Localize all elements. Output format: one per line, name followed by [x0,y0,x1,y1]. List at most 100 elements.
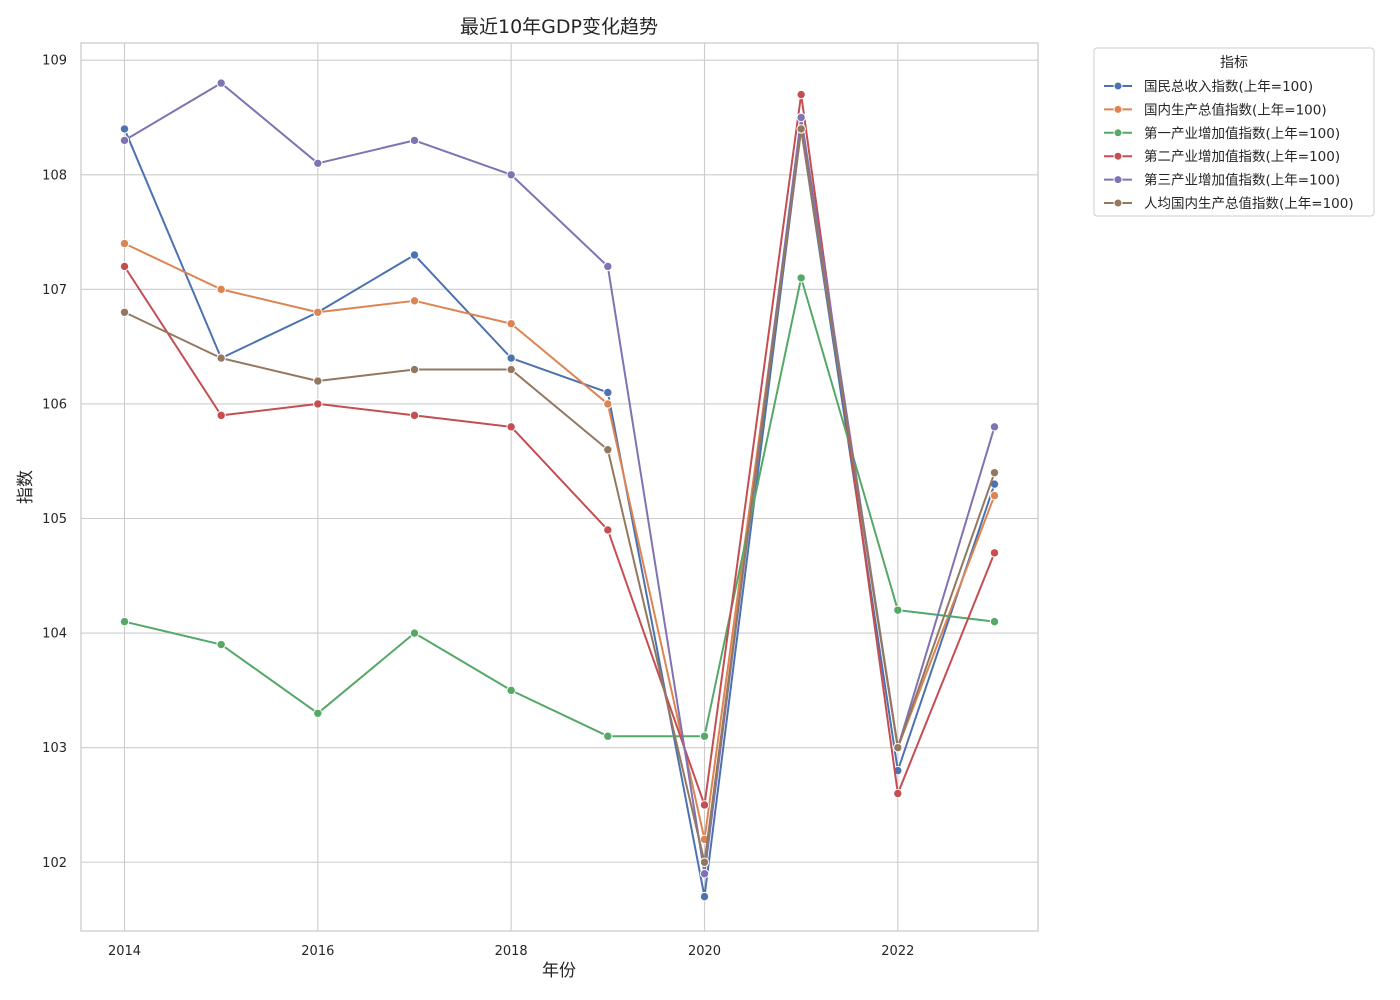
legend-title: 指标 [1220,55,1248,71]
data-point [699,731,710,741]
y-tick-label: 103 [42,741,67,756]
legend-entries: 国民总收入指数(上年=100) 国内生产总值指数(上年=100) 第一产业增加值指数… [1104,79,1354,212]
series-line [123,127,996,898]
data-point [313,158,323,169]
y-tick-label: 102 [42,856,67,871]
data-point [603,387,613,398]
legend-label: 国内生产总值指数(上年=100) [1144,102,1327,118]
plot-area [80,42,1039,932]
data-point [989,490,1000,501]
series-1 [119,124,1000,902]
legend-label: 国民总收入指数(上年=100) [1144,79,1313,95]
data-point [603,399,613,409]
data-point [409,135,420,146]
data-point [603,525,613,535]
data-point [313,708,323,718]
data-point [796,89,806,100]
grid [81,43,1038,931]
legend-frame [1093,47,1375,217]
data-point [506,685,516,696]
data-point [216,639,226,650]
data-point [699,891,710,902]
legend-label: 第一产业增加值指数(上年=100) [1144,125,1340,142]
data-point [409,364,420,375]
y-axis-label: 指数 [16,470,36,504]
data-point [796,273,806,283]
legend-label: 第三产业增加值指数(上年=100) [1144,172,1340,189]
chart-title: 最近10年GDP变化趋势 [460,16,658,38]
series-2 [119,124,1000,845]
data-point [989,548,1000,558]
x-tick-label: 2020 [688,944,721,959]
legend-item: 国民总收入指数(上年=100) [1104,79,1313,95]
legend-point-marker [1113,198,1123,208]
data-point [409,628,420,638]
x-tick-label: 2022 [881,944,914,959]
x-axis-label: 年份 [542,961,576,981]
series-line [124,127,996,864]
y-tick-label: 104 [42,627,67,642]
y-tick-label: 107 [42,283,67,298]
data-point [216,78,226,88]
data-point [699,857,710,867]
series-line [124,127,996,841]
x-tick-label: 2014 [108,944,141,959]
legend-point-marker [1113,151,1123,161]
data-point [313,399,323,409]
x-tick-label: 2016 [301,944,334,959]
data-point [603,261,613,272]
data-point [699,869,710,879]
data-point [216,284,226,295]
legend: 指标 国民总收入指数(上年=100) 国内生产总值指数(上年=100) 第一产业增加… [1093,47,1375,217]
legend-point-marker [1113,104,1123,114]
data-point [506,364,516,375]
y-tick-label: 109 [42,54,67,69]
x-tick-label: 2018 [495,944,528,959]
data-point [119,616,130,627]
legend-point-marker [1113,81,1123,91]
data-point [119,124,130,134]
data-point [506,170,516,180]
legend-item: 第一产业增加值指数(上年=100) [1104,125,1340,142]
series-line [123,93,996,806]
series-4 [119,89,1000,810]
series-lines [119,78,1000,902]
data-point [989,616,1000,627]
data-point [409,296,420,306]
data-point [119,135,130,146]
data-point [313,376,323,386]
legend-item: 人均国内生产总值指数(上年=100) [1104,196,1354,212]
x-axis-ticks: 2014 2016 2018 2020 2022 [108,944,914,959]
y-tick-label: 106 [42,397,67,412]
data-point [989,422,1000,432]
series-6 [119,124,1000,867]
legend-label: 人均国内生产总值指数(上年=100) [1144,196,1354,212]
data-point [603,731,613,741]
data-point [893,788,903,799]
data-point [216,353,226,363]
data-point [313,307,323,317]
data-point [796,112,806,123]
data-point [506,422,516,432]
series-line [124,276,995,738]
y-tick-label: 108 [42,168,67,183]
data-point [506,319,516,329]
data-point [216,410,226,421]
y-tick-label: 105 [42,512,67,527]
data-point [119,307,130,317]
data-point [796,124,806,134]
legend-item: 第二产业增加值指数(上年=100) [1104,148,1340,165]
data-point [989,467,1000,478]
legend-item: 第三产业增加值指数(上年=100) [1104,172,1340,189]
data-point [603,445,613,455]
legend-label: 第二产业增加值指数(上年=100) [1144,148,1340,165]
legend-point-marker [1113,128,1123,138]
data-point [699,800,710,810]
data-point [506,353,516,363]
data-point [893,742,903,753]
data-point [409,410,420,421]
data-point [119,238,130,249]
data-point [119,261,130,272]
data-point [409,250,420,260]
